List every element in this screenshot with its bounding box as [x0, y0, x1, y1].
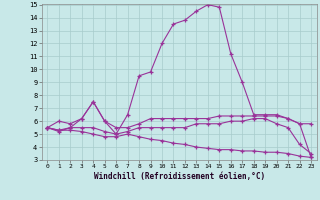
- X-axis label: Windchill (Refroidissement éolien,°C): Windchill (Refroidissement éolien,°C): [94, 172, 265, 181]
